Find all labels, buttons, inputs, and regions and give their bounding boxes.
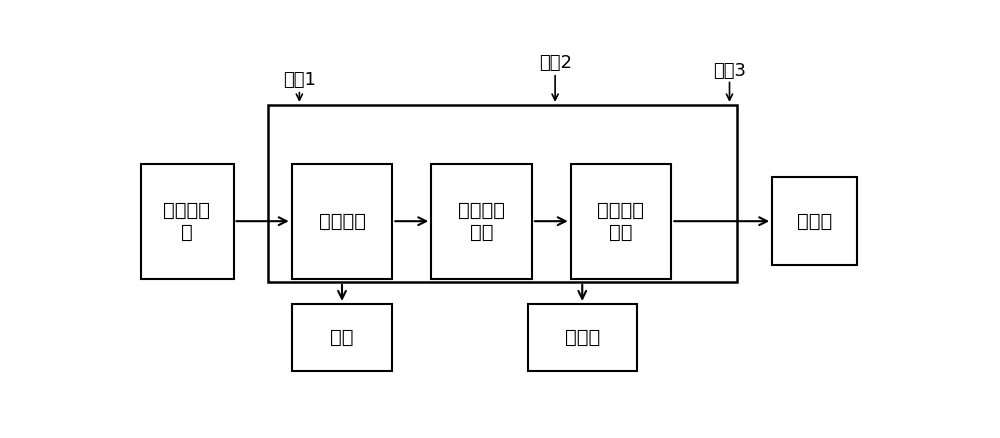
Text: 位置2: 位置2 — [539, 54, 572, 72]
Bar — [292, 304, 392, 371]
Bar — [772, 177, 857, 265]
Bar — [268, 105, 737, 282]
Bar — [431, 164, 532, 279]
Text: 接收节点: 接收节点 — [318, 212, 366, 231]
Text: 位置3: 位置3 — [713, 62, 746, 80]
Text: 订阅方: 订阅方 — [797, 212, 832, 231]
Text: 位置1: 位置1 — [283, 71, 316, 88]
Bar — [140, 164, 234, 279]
Bar — [528, 304, 637, 371]
Bar — [292, 164, 392, 279]
Text: 数据发布
节点: 数据发布 节点 — [598, 201, 644, 242]
Text: 数据处理
节点: 数据处理 节点 — [458, 201, 505, 242]
Bar — [571, 164, 671, 279]
Text: 存储: 存储 — [330, 328, 354, 347]
Text: 可视化: 可视化 — [565, 328, 600, 347]
Text: 地图采集
车: 地图采集 车 — [164, 201, 210, 242]
